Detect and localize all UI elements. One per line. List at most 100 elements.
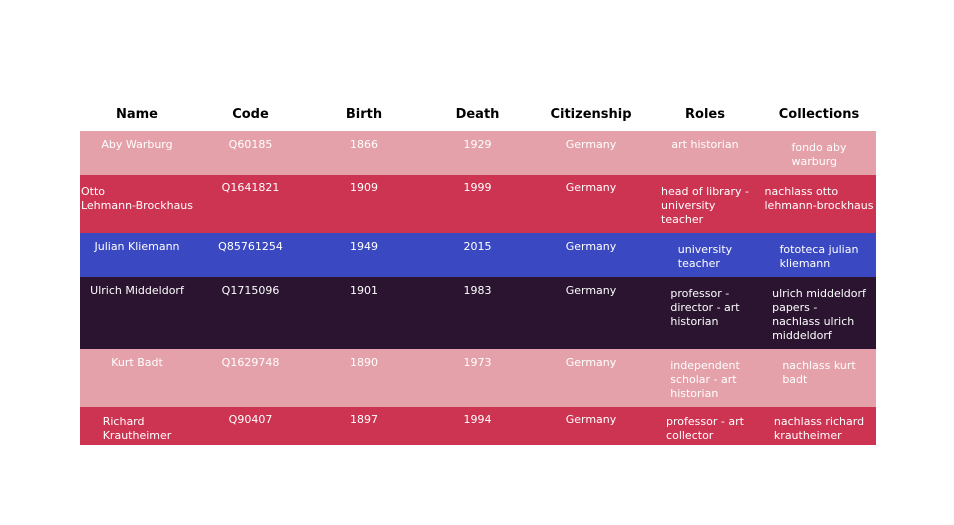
cell-code: Q1641821: [194, 175, 307, 233]
cell-text-line: Germany: [565, 356, 617, 369]
table-row: Ulrich Middeldorf Q1715096 1901 1983 Germany…: [80, 277, 876, 349]
data-table: Name Code Birth Death Citizenship Roles …: [80, 103, 876, 445]
cell-roles: head of library - university teacher: [648, 175, 762, 233]
cell-text-line: university: [677, 243, 733, 256]
cell-death: 1983: [421, 277, 534, 349]
cell-text-line: fototeca julian: [779, 243, 859, 256]
cell-text-line: Q90407: [228, 413, 273, 426]
cell-text-line: badt: [782, 373, 808, 386]
cell-citizenship: Germany: [534, 349, 648, 407]
cell-birth: 1909: [307, 175, 421, 233]
cell-code: Q90407: [194, 407, 307, 445]
cell-text-line: Richard: [102, 415, 145, 428]
cell-text-line: historian: [670, 387, 719, 400]
cell-roles: university teacher: [648, 233, 762, 277]
cell-text-line: warburg: [791, 155, 838, 168]
header-citizenship: Citizenship: [550, 107, 632, 122]
cell-citizenship: Germany: [534, 233, 648, 277]
cell-text-line: Q1715096: [221, 284, 280, 297]
cell-text-line: nachlass richard: [773, 415, 865, 428]
cell-text-line: 1909: [350, 181, 378, 194]
header-birth: Birth: [345, 107, 383, 122]
cell-text-line: university: [661, 199, 716, 212]
header-death: Death: [455, 107, 500, 122]
cell-name: Richard Krautheimer: [80, 407, 194, 445]
cell-text-line: Otto: [80, 185, 105, 198]
cell-citizenship: Germany: [534, 175, 648, 233]
cell-text-line: papers -: [772, 301, 818, 314]
header-name: Name: [115, 107, 158, 122]
cell-text-line: ulrich middeldorf: [772, 287, 866, 300]
cell-text-line: professor - art: [666, 415, 744, 428]
cell-text-line: krautheimer: [773, 429, 842, 442]
cell-text-line: Kurt Badt: [111, 356, 163, 369]
table-header: Name Code Birth Death Citizenship Roles …: [80, 103, 876, 131]
table-row: Kurt Badt Q1629748 1890 1973 Germany independ…: [80, 349, 876, 407]
cell-text-line: head of library -: [661, 185, 749, 198]
cell-text-line: Aby Warburg: [101, 138, 173, 151]
cell-death: 1999: [421, 175, 534, 233]
cell-citizenship: Germany: [534, 131, 648, 175]
cell-text-line: Q60185: [228, 138, 273, 151]
header-code: Code: [232, 107, 269, 122]
cell-text-line: Germany: [565, 181, 617, 194]
cell-text-line: nachlass kurt: [782, 359, 856, 372]
cell-text-line: Ulrich Middeldorf: [90, 284, 184, 297]
cell-death: 2015: [421, 233, 534, 277]
cell-text-line: 1897: [350, 413, 378, 426]
cell-text-line: kliemann: [779, 257, 831, 270]
cell-text-line: Germany: [565, 138, 617, 151]
cell-death: 1973: [421, 349, 534, 407]
cell-text-line: director - art: [670, 301, 740, 314]
cell-text-line: 1973: [463, 356, 492, 369]
cell-birth: 1901: [307, 277, 421, 349]
cell-birth: 1866: [307, 131, 421, 175]
cell-text-line: middeldorf: [772, 329, 832, 342]
cell-text-line: Lehmann-Brockhaus: [80, 199, 194, 212]
cell-text-line: nachlass ulrich: [772, 315, 855, 328]
cell-text-line: independent: [670, 359, 740, 372]
cell-text-line: nachlass otto: [764, 185, 839, 198]
cell-birth: 1890: [307, 349, 421, 407]
cell-collections: nachlass kurt badt: [762, 349, 876, 407]
cell-name: Otto Lehmann-Brockhaus: [80, 175, 194, 233]
cell-text-line: Germany: [565, 284, 617, 297]
cell-text-line: 1890: [350, 356, 378, 369]
cell-text-line: Q1641821: [221, 181, 280, 194]
cell-name: Aby Warburg: [80, 131, 194, 175]
cell-text-line: lehmann-brockhaus: [764, 199, 874, 212]
cell-collections: nachlass otto lehmann-brockhaus: [762, 175, 876, 233]
cell-text-line: historian: [670, 315, 719, 328]
cell-collections: ulrich middeldorf papers - nachlass ulrich…: [762, 277, 876, 349]
cell-collections: nachlass richard krautheimer: [762, 407, 876, 445]
cell-death: 1929: [421, 131, 534, 175]
cell-text-line: scholar - art: [670, 373, 737, 386]
cell-roles: professor - art collector: [648, 407, 762, 445]
cell-text-line: collector: [666, 429, 714, 442]
cell-text-line: Julian Kliemann: [94, 240, 180, 253]
cell-text-line: 1929: [463, 138, 492, 151]
cell-name: Julian Kliemann: [80, 233, 194, 277]
cell-text-line: 1983: [463, 284, 492, 297]
cell-code: Q1629748: [194, 349, 307, 407]
table-row: Otto Lehmann-Brockhaus Q1641821 1909 1999 Ger…: [80, 175, 876, 233]
cell-text-line: 1901: [350, 284, 378, 297]
cell-text-line: Germany: [565, 413, 617, 426]
cell-text-line: Germany: [565, 240, 617, 253]
cell-text-line: professor -: [670, 287, 730, 300]
table-row: Richard Krautheimer Q90407 1897 1994 Germany p…: [80, 407, 876, 445]
cell-text-line: 2015: [463, 240, 492, 253]
cell-birth: 1897: [307, 407, 421, 445]
cell-text-line: Q1629748: [221, 356, 280, 369]
cell-code: Q85761254: [194, 233, 307, 277]
cell-text-line: art historian: [671, 138, 739, 151]
cell-text-line: teacher: [677, 257, 720, 270]
cell-text-line: 1866: [350, 138, 378, 151]
cell-text-line: 1999: [463, 181, 492, 194]
table-row: Julian Kliemann Q85761254 1949 2015 Germany u…: [80, 233, 876, 277]
cell-text-line: 1949: [350, 240, 378, 253]
cell-birth: 1949: [307, 233, 421, 277]
cell-text-line: Krautheimer: [102, 429, 172, 442]
cell-name: Ulrich Middeldorf: [80, 277, 194, 349]
cell-text-line: Q85761254: [218, 240, 283, 253]
